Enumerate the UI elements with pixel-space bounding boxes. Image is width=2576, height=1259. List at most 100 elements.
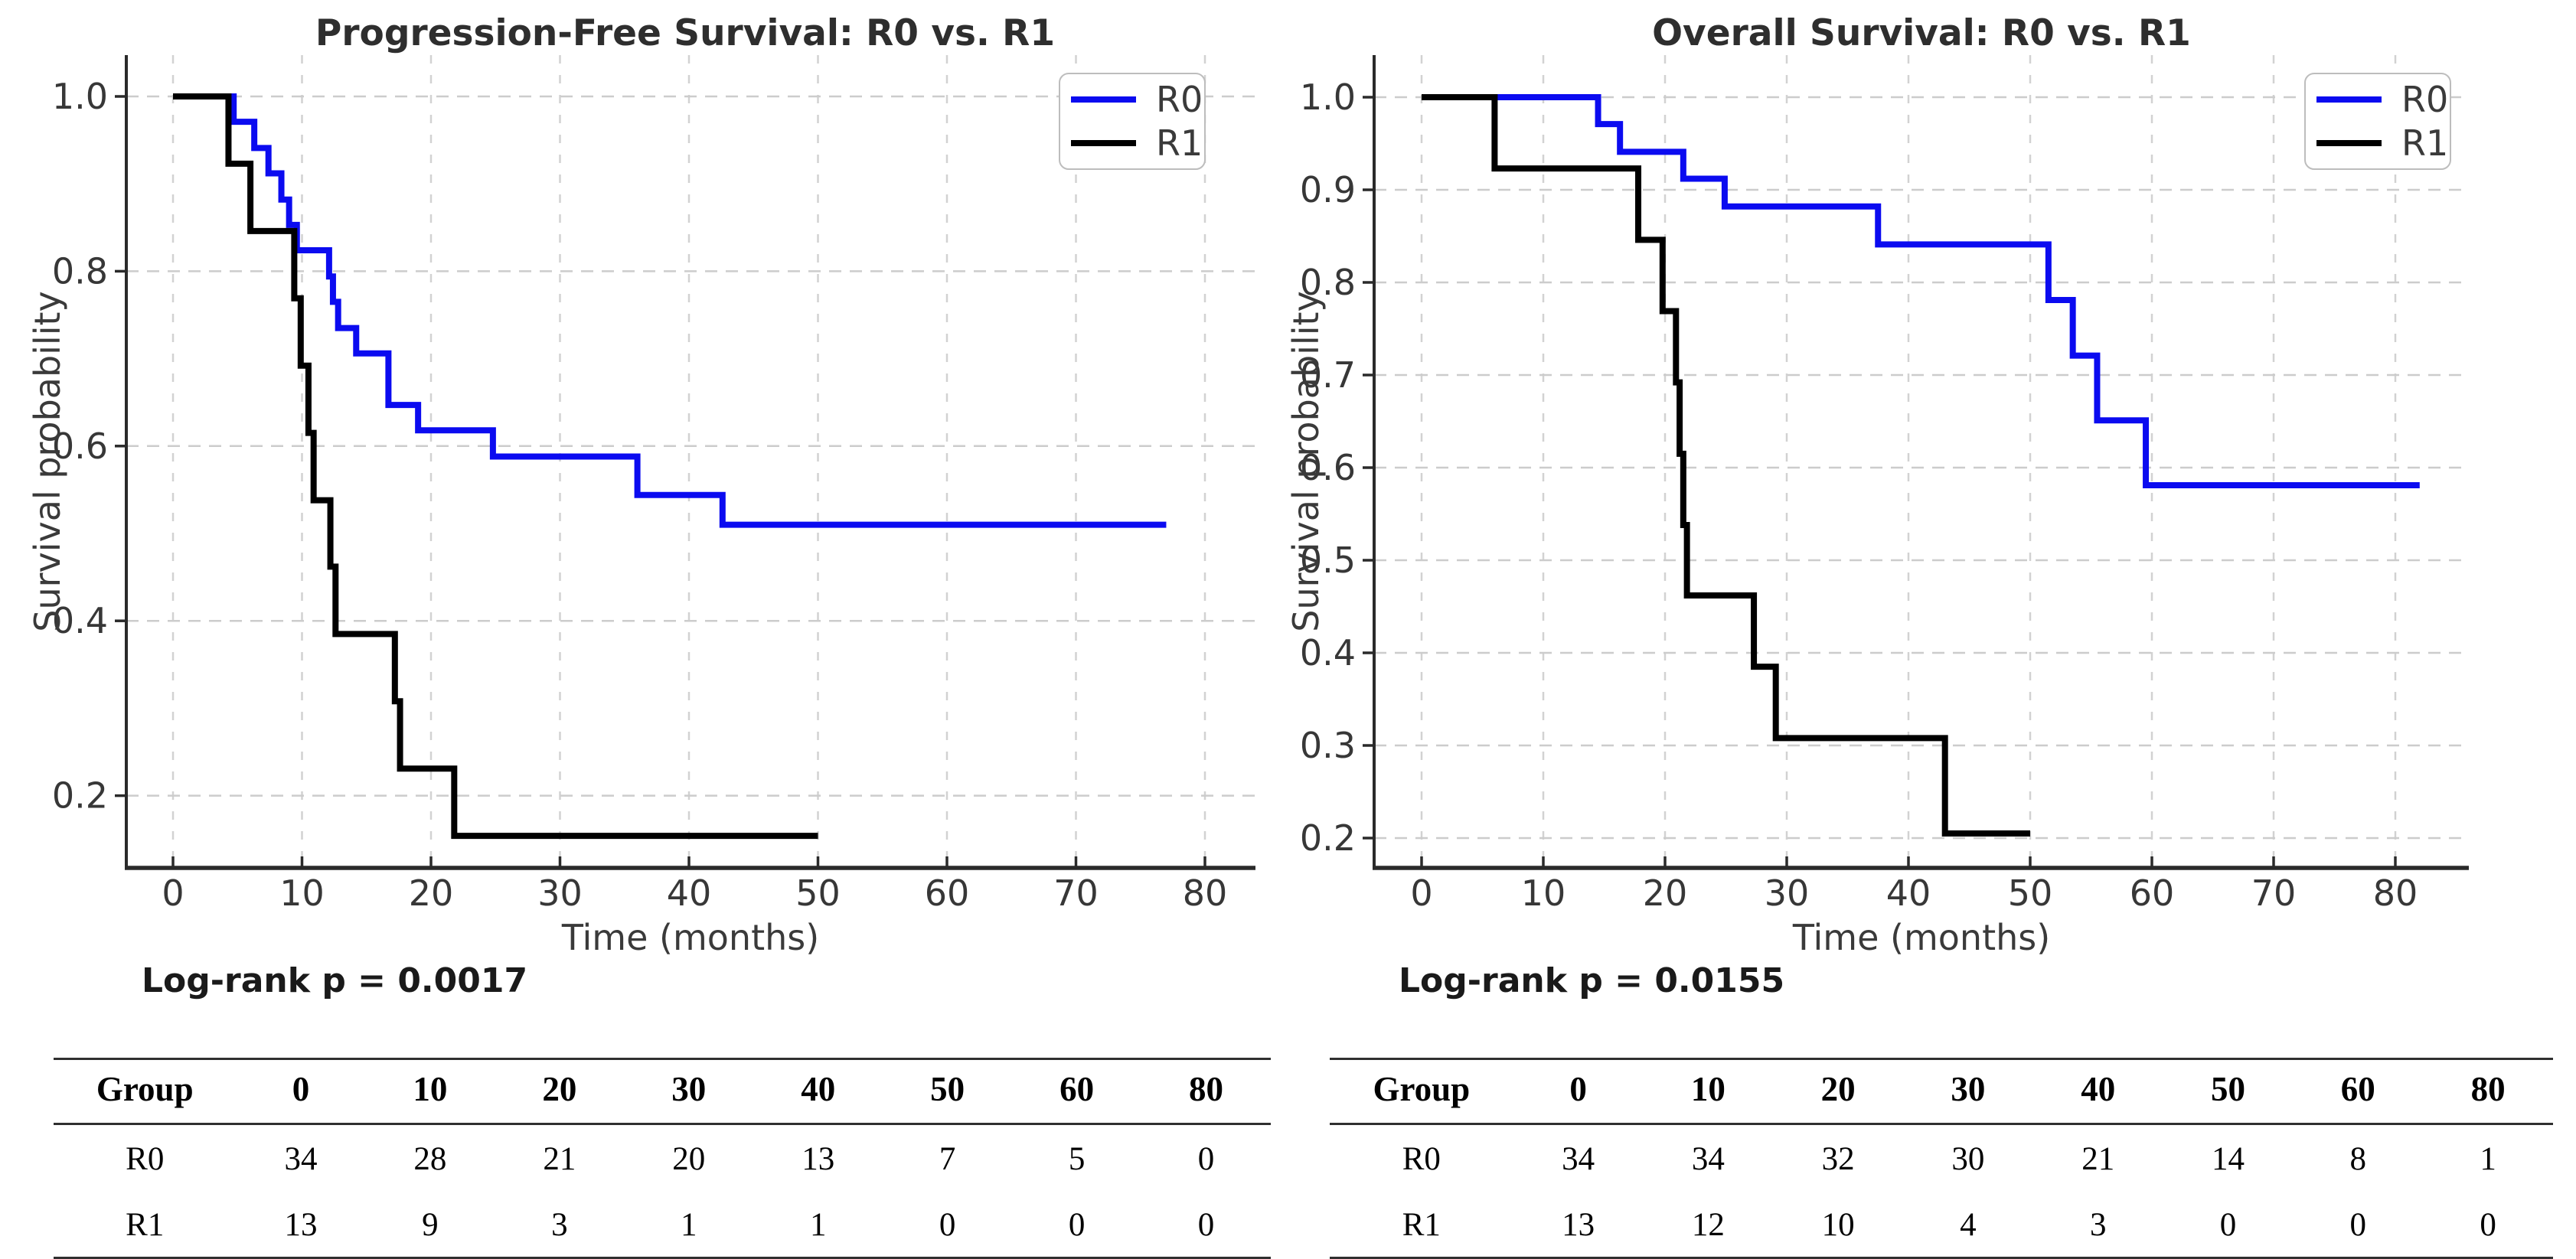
y-tick-label: 1.0 [52,76,108,117]
risk-count-cell: 32 [1821,1141,1855,1177]
pfs-chart-title: Progression-Free Survival: R0 vs. R1 [315,12,1056,54]
y-tick-label: 0.7 [1300,354,1356,396]
x-tick-label: 70 [1053,872,1099,914]
x-tick-label: 10 [279,872,325,914]
os-risk-table: Group 0 10 20 30 40 50 60 80 R0 34 34 32 30 21 14 8 1 R1 13… [1330,1058,2553,1259]
y-tick-label: 0.6 [1300,447,1356,488]
risk-count-cell: 13 [802,1141,835,1177]
x-tick-label: 40 [667,872,712,914]
risk-table-header-cell: 60 [1012,1058,1142,1125]
risk-table-header-cell: 0 [1513,1058,1644,1125]
y-tick-label: 0.8 [52,250,108,292]
risk-table-row: R1 13 9 3 1 1 0 0 0 [54,1191,1271,1258]
x-tick-label: 0 [1410,872,1432,914]
risk-count-cell: 13 [1562,1207,1595,1243]
os-logrank-annotation: Log-rank p = 0.0155 [1399,961,1785,1000]
legend-item-r0: R0 [1060,82,1204,117]
risk-table-header-cell: 60 [2293,1058,2424,1125]
os-plot: 0 10 20 30 40 50 60 70 80 0.2 0.3 0.4 0.5 0.6 0.7 0.8 0.… [1300,55,2469,914]
risk-table-header-cell: 10 [365,1058,495,1125]
risk-table-header-cell: 20 [495,1058,625,1125]
x-tick-label: 10 [1521,872,1566,914]
risk-group-cell: R0 [1402,1141,1441,1177]
pfs-panel: Progression-Free Survival: R0 vs. R1 0 10… [0,0,1288,1259]
risk-count-cell: 0 [939,1207,956,1243]
legend-item-r0: R0 [2306,82,2450,117]
risk-count-cell: 13 [284,1207,318,1243]
pfs-x-axis-label: Time (months) [561,917,820,958]
legend-label-r0: R0 [2401,79,2449,121]
os-panel: Overall Survival: R0 vs. R1 0 10 20 30 40 50 6… [1263,0,2576,1259]
x-tick-label: 50 [795,872,841,914]
risk-count-cell: 34 [1562,1141,1595,1177]
r1-survival-curve [1422,94,2030,837]
risk-table-header-cell: Group [1330,1058,1513,1125]
risk-count-cell: 28 [413,1141,447,1177]
r1-survival-curve [173,93,818,840]
y-tick-label: 0.6 [52,426,108,467]
risk-table-header-cell: 50 [883,1058,1013,1125]
risk-table-header-cell: 40 [753,1058,883,1125]
pfs-legend: R0 R1 [1059,73,1206,170]
r0-line-swatch [2316,96,2382,103]
risk-count-cell: 34 [284,1141,318,1177]
legend-label-r1: R1 [2401,122,2449,164]
r0-survival-curve [1422,94,2420,488]
risk-count-cell: 4 [1960,1207,1977,1243]
risk-table-header-cell: Group [54,1058,237,1125]
risk-count-cell: 10 [1821,1207,1855,1243]
y-tick-label: 0.4 [52,600,108,641]
x-tick-label: 0 [162,872,184,914]
x-tick-label: 20 [409,872,454,914]
risk-count-cell: 1 [681,1207,697,1243]
risk-count-cell: 7 [939,1141,956,1177]
risk-table-header-cell: 30 [624,1058,754,1125]
y-tick-label: 0.9 [1300,169,1356,210]
risk-table-row: R0 34 28 21 20 13 7 5 0 [54,1124,1271,1192]
risk-table-row: R0 34 34 32 30 21 14 8 1 [1330,1124,2553,1192]
risk-count-cell: 0 [1197,1141,1215,1177]
x-tick-label: 40 [1886,872,1931,914]
y-tick-label: 0.2 [1300,817,1356,859]
risk-table-row: R1 13 12 10 4 3 0 0 0 [1330,1191,2553,1258]
os-chart-title: Overall Survival: R0 vs. R1 [1652,12,2191,54]
x-tick-label: 30 [537,872,583,914]
risk-count-cell: 30 [1951,1141,1985,1177]
x-tick-label: 30 [1765,872,1810,914]
risk-count-cell: 12 [1691,1207,1725,1243]
risk-table-header-cell: 40 [2032,1058,2163,1125]
risk-count-cell: 0 [2219,1207,2237,1243]
x-tick-label: 80 [2373,872,2418,914]
risk-count-cell: 14 [2211,1141,2245,1177]
risk-table-header-cell: 50 [2163,1058,2294,1125]
risk-count-cell: 0 [2349,1207,2367,1243]
risk-count-cell: 0 [1197,1207,1215,1243]
risk-count-cell: 20 [672,1141,706,1177]
pfs-y-axis-label: Survival probability [27,291,68,632]
risk-count-cell: 21 [2081,1141,2115,1177]
r0-survival-curve [173,93,1167,528]
risk-count-cell: 34 [1691,1141,1725,1177]
risk-table-header-cell: 80 [1141,1058,1271,1125]
risk-table-header-cell: 20 [1773,1058,1904,1125]
y-tick-label: 1.0 [1300,77,1356,118]
legend-item-r1: R1 [1060,126,1204,161]
x-tick-label: 20 [1643,872,1688,914]
risk-table-header-row: Group 0 10 20 30 40 50 60 80 [1330,1058,2553,1125]
pfs-risk-table: Group 0 10 20 30 40 50 60 80 R0 34 28 21 20 13 7 5 0 R1 13 9… [54,1058,1271,1259]
risk-count-cell: 1 [809,1207,827,1243]
x-tick-label: 60 [925,872,970,914]
risk-count-cell: 8 [2349,1141,2367,1177]
os-x-axis-label: Time (months) [1792,917,2051,958]
x-tick-label: 70 [2251,872,2297,914]
risk-table-header-cell: 80 [2423,1058,2553,1125]
risk-count-cell: 3 [551,1207,568,1243]
legend-item-r1: R1 [2306,126,2450,161]
risk-count-cell: 1 [2480,1141,2496,1177]
risk-count-cell: 0 [2480,1207,2496,1243]
r1-line-swatch [1071,139,1136,146]
legend-label-r1: R1 [1156,122,1203,164]
risk-table-header-cell: 30 [1903,1058,2033,1125]
risk-table-header-row: Group 0 10 20 30 40 50 60 80 [54,1058,1271,1125]
x-tick-label: 60 [2130,872,2175,914]
